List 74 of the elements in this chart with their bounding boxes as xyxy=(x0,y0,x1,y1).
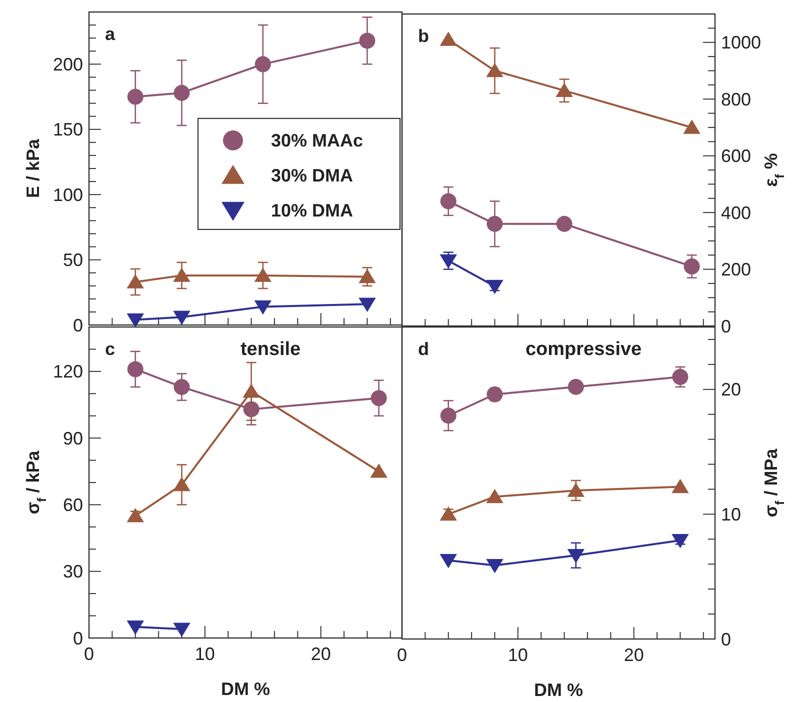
annotation: a xyxy=(105,24,116,44)
point xyxy=(173,476,190,492)
y-tick-label: 100 xyxy=(52,184,83,205)
annotation: tensile xyxy=(240,339,301,360)
point xyxy=(672,478,689,494)
y-tick-label: 120 xyxy=(52,362,83,382)
y-tick-label: 60 xyxy=(62,495,83,516)
y2-tick-label: 600 xyxy=(721,146,752,166)
point xyxy=(254,300,272,315)
legend-label: 30% DMA xyxy=(271,166,354,186)
annotation: b xyxy=(418,26,429,46)
point xyxy=(684,258,700,274)
point xyxy=(568,378,584,395)
x-tick-label: 10 xyxy=(194,644,215,664)
y2-tick-label: 400 xyxy=(721,202,752,223)
point xyxy=(127,88,144,105)
point xyxy=(126,274,144,288)
point xyxy=(370,464,388,478)
point xyxy=(127,361,144,378)
point xyxy=(440,408,456,424)
point xyxy=(556,82,573,97)
annotation: compressive xyxy=(525,339,642,360)
legend-label: 30% MAAc xyxy=(271,130,364,151)
annotation: d xyxy=(418,339,429,359)
point xyxy=(370,390,387,406)
y2-tick-label: 0 xyxy=(721,629,732,650)
point xyxy=(440,554,457,568)
point xyxy=(174,378,190,395)
point xyxy=(672,534,689,548)
y2-tick-label: 10 xyxy=(721,504,742,524)
x-axis-title: DM % xyxy=(534,680,583,700)
point xyxy=(486,62,504,78)
point xyxy=(440,32,457,46)
x-tick-label: 20 xyxy=(310,644,331,664)
point xyxy=(126,508,144,522)
point xyxy=(173,310,190,326)
point xyxy=(254,268,272,282)
x-tick-label: 10 xyxy=(508,645,528,665)
y2-tick-label: 800 xyxy=(721,89,752,110)
point xyxy=(486,558,504,574)
point xyxy=(567,549,585,564)
point xyxy=(242,384,260,398)
y-tick-label: 0 xyxy=(72,315,83,336)
y2-tick-label: 200 xyxy=(721,260,752,280)
y2-tick-label: 0 xyxy=(721,316,732,336)
legend-label: 10% DMA xyxy=(271,200,354,221)
point xyxy=(683,120,700,134)
annotation: c xyxy=(105,339,116,359)
point xyxy=(440,506,457,521)
x-tick-label: 20 xyxy=(624,645,644,665)
point xyxy=(358,298,376,312)
y-tick-label: 30 xyxy=(62,562,83,582)
point xyxy=(440,193,456,210)
y-tick-label: 90 xyxy=(62,428,83,448)
point xyxy=(358,268,376,284)
point xyxy=(567,482,585,497)
y-axis-title: E / kPa xyxy=(23,138,43,198)
point xyxy=(486,216,503,232)
y-tick-label: 150 xyxy=(52,120,83,140)
x-tick-label: 0 xyxy=(396,645,408,665)
y-tick-label: 50 xyxy=(62,250,83,270)
point xyxy=(672,368,688,385)
point xyxy=(486,488,504,504)
y2-tick-label: 1000 xyxy=(721,32,762,53)
point xyxy=(173,268,190,282)
y-tick-label: 200 xyxy=(52,54,83,74)
point xyxy=(174,84,190,101)
point xyxy=(359,32,376,49)
point xyxy=(126,313,144,328)
point xyxy=(254,56,271,72)
point xyxy=(556,216,572,232)
y2-tick-label: 20 xyxy=(721,380,742,400)
y-tick-label: 0 xyxy=(72,628,83,648)
x-axis-title: DM % xyxy=(221,679,270,699)
